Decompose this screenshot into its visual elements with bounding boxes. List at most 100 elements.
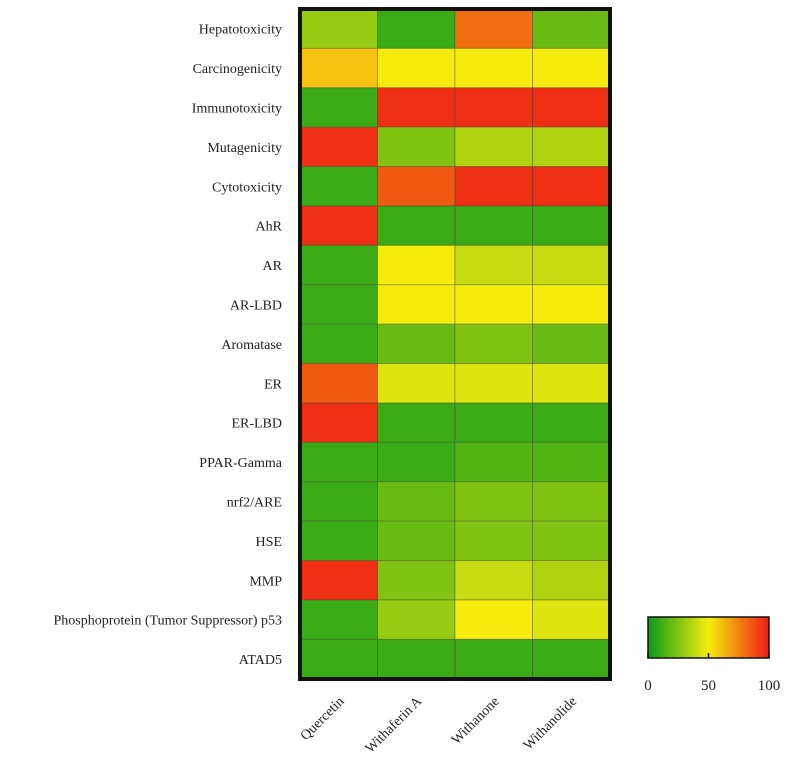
row-label: Carcinogenicity xyxy=(193,62,282,77)
heatmap-cell xyxy=(454,205,533,246)
heatmap-cell xyxy=(299,244,378,286)
heatmap-cell xyxy=(532,205,611,246)
heatmap-cell xyxy=(532,47,611,89)
row-label: Cytotoxicity xyxy=(212,180,282,195)
heatmap-cell xyxy=(454,323,533,365)
heatmap-cell xyxy=(299,363,378,404)
row-label: ER xyxy=(264,377,283,392)
column-label: Withanone xyxy=(449,694,503,748)
heatmap-cell xyxy=(454,638,533,680)
heatmap-cell xyxy=(377,87,456,128)
heatmap-cell xyxy=(532,599,611,640)
heatmap-cell xyxy=(454,560,533,601)
heatmap-cell xyxy=(532,87,611,128)
heatmap-cell xyxy=(299,560,378,601)
heatmap-cell xyxy=(377,244,456,286)
heatmap-cell xyxy=(377,363,456,404)
heatmap-cell xyxy=(454,284,533,325)
heatmap-cell xyxy=(454,520,533,562)
row-label: MMP xyxy=(249,574,282,589)
heatmap-cell xyxy=(377,47,456,89)
heatmap-cell xyxy=(454,402,533,443)
row-label: HSE xyxy=(256,535,282,550)
heatmap-cell xyxy=(377,323,456,365)
heatmap-cell xyxy=(454,244,533,286)
row-label: Phosphoprotein (Tumor Suppressor) p53 xyxy=(53,614,282,629)
heatmap-cell xyxy=(532,244,611,286)
heatmap-cell xyxy=(299,481,378,522)
heatmap-cell xyxy=(299,284,378,325)
heatmap-cell xyxy=(454,166,533,207)
heatmap-cell xyxy=(299,8,378,49)
heatmap-cell xyxy=(377,481,456,522)
heatmap-cell xyxy=(454,8,533,49)
row-label: AR-LBD xyxy=(230,299,282,314)
heatmap-cell xyxy=(532,284,611,325)
heatmap-cell xyxy=(454,599,533,640)
heatmap-cell xyxy=(299,87,378,128)
colorbar-tick-label: 100 xyxy=(758,678,781,694)
plot-frame xyxy=(298,7,612,681)
heatmap-cell xyxy=(532,441,611,483)
row-label: Immunotoxicity xyxy=(192,102,282,117)
heatmap-cell xyxy=(377,8,456,49)
row-label: Hepatotoxicity xyxy=(199,23,282,38)
heatmap-cell xyxy=(377,599,456,640)
heatmap-cell xyxy=(299,520,378,562)
heatmap-cell xyxy=(299,126,378,168)
heatmap-cell xyxy=(454,481,533,522)
row-label: PPAR-Gamma xyxy=(199,456,283,471)
heatmap-cell xyxy=(299,441,378,483)
heatmap-cell xyxy=(299,599,378,640)
heatmap-cell xyxy=(532,166,611,207)
heatmap-cell xyxy=(532,520,611,562)
heatmap-cell xyxy=(377,441,456,483)
column-label: Withaferin A xyxy=(363,694,426,757)
colorbar: 0 50 100 xyxy=(644,616,780,694)
column-label: Withanolide xyxy=(521,694,580,753)
heatmap-cell xyxy=(454,87,533,128)
heatmap-cell xyxy=(377,126,456,168)
row-label: ER-LBD xyxy=(231,417,282,432)
heatmap-cell xyxy=(377,638,456,680)
row-label: nrf2/ARE xyxy=(227,496,282,511)
heatmap-cell xyxy=(377,205,456,246)
row-label: Aromatase xyxy=(221,338,282,353)
heatmap-cell xyxy=(299,638,378,680)
heatmap-cell xyxy=(377,560,456,601)
heatmap-cell xyxy=(377,520,456,562)
heatmap-cell xyxy=(532,481,611,522)
heatmap-cell xyxy=(532,560,611,601)
heatmap-cell xyxy=(377,284,456,325)
colorbar-tick-label: 50 xyxy=(701,678,716,694)
row-label: Mutagenicity xyxy=(207,141,282,156)
heatmap-cell xyxy=(377,402,456,443)
heatmap-cell xyxy=(454,363,533,404)
heatmap-cell xyxy=(454,126,533,168)
column-labels: Quercetin Withaferin A Withanone Withanolid… xyxy=(298,694,580,757)
heatmap-cell xyxy=(299,323,378,365)
heatmap-cell xyxy=(532,8,611,49)
row-label: ATAD5 xyxy=(239,653,282,668)
column-label: Quercetin xyxy=(298,694,348,744)
heatmap-cell xyxy=(377,166,456,207)
heatmap-cell xyxy=(454,441,533,483)
colorbar-tick-label: 0 xyxy=(644,678,652,694)
heatmap-cell xyxy=(299,166,378,207)
heatmap-cell xyxy=(454,47,533,89)
colorbar-ticks: 0 50 100 xyxy=(644,653,780,694)
heatmap-cell xyxy=(299,205,378,246)
heatmap-cell xyxy=(299,402,378,443)
row-labels: Hepatotoxicity Carcinogenicity Immunotoxic… xyxy=(53,23,282,668)
heatmap-cell xyxy=(532,126,611,168)
heatmap-cell xyxy=(299,47,378,89)
heatmap-cells xyxy=(299,8,611,680)
heatmap-cell xyxy=(532,323,611,365)
colorbar-gradient xyxy=(647,616,770,659)
heatmap-cell xyxy=(532,402,611,443)
heatmap-cell xyxy=(532,363,611,404)
row-label: AhR xyxy=(256,220,283,235)
heatmap-cell xyxy=(532,638,611,680)
row-label: AR xyxy=(263,259,283,274)
